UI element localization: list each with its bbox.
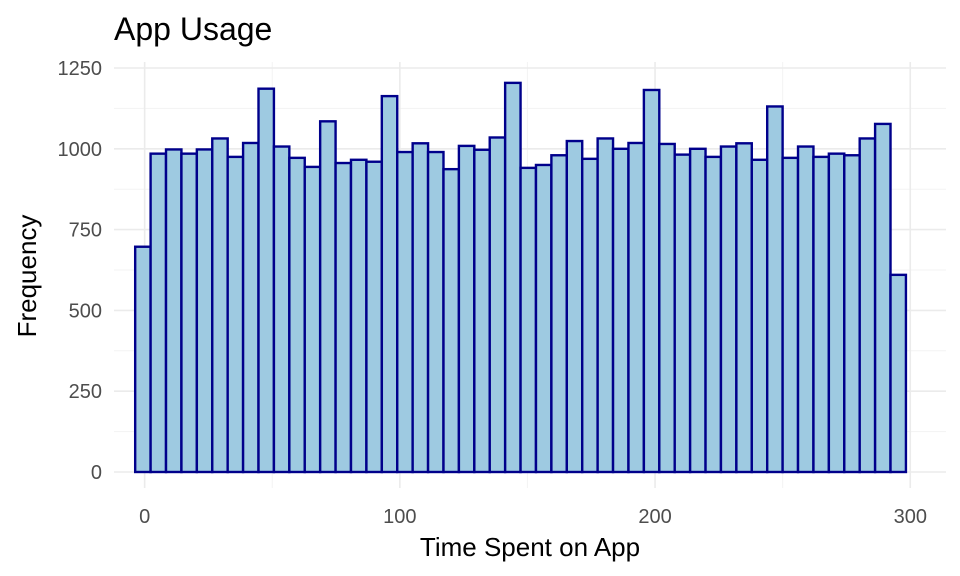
histogram-bar [426,150,445,474]
histogram-bar [827,152,846,474]
histogram-bar [365,160,384,474]
histogram-bar [658,142,676,474]
y-tick-label: 500 [69,300,102,322]
histogram-bar [442,167,461,474]
histogram-bar [257,87,276,474]
x-tick-label: 100 [383,506,416,528]
histogram-bar [411,142,430,474]
histogram-bar [288,156,306,474]
histogram-bar [843,154,861,474]
y-tick-label: 1000 [58,139,103,161]
histogram-bar [812,155,831,474]
histogram-bar [334,161,353,474]
histogram-bar [272,145,291,474]
x-axis-title: Time Spent on App [420,532,640,562]
histogram-bar [519,166,538,474]
histogram-bar [796,145,815,474]
histogram-bar [149,152,168,474]
chart-title: App Usage [114,11,272,47]
histogram-bar [565,139,584,474]
histogram-bar [719,145,738,474]
y-axis-title: Frequency [12,215,42,338]
x-tick-label: 200 [638,506,671,528]
histogram-bar [164,148,183,474]
y-tick-label: 0 [91,462,102,484]
histogram-bar [627,141,646,474]
histogram-bar [226,155,245,474]
histogram-bar [642,88,661,474]
tick-labels: 0 100 200 300 0 250 500 750 1000 1250 [58,58,927,528]
histogram-bar [765,105,784,474]
histogram-bar [596,137,615,474]
histogram-bar [688,147,707,474]
histogram-bar [781,156,800,474]
histogram-bar [550,154,569,474]
y-tick-label: 250 [69,381,102,403]
histogram-bar [180,152,199,474]
histogram-bar [349,158,368,474]
histogram-bar [858,137,877,474]
y-tick-label: 1250 [58,58,103,80]
histogram-bar [673,153,692,474]
histogram-bar [396,150,414,474]
histogram-bar [750,158,769,474]
histogram-bar [873,122,892,474]
histogram-bar [303,165,322,474]
histogram-bar [704,155,723,474]
histogram-bar [473,148,491,474]
histogram-bar [195,148,214,474]
bars [133,81,908,474]
histogram-bar [889,273,908,474]
y-tick-label: 750 [69,220,102,242]
histogram-bar [735,142,753,474]
histogram-bar [581,157,599,474]
histogram-bar [503,81,522,474]
histogram-bar [211,137,229,474]
histogram-bar [534,163,553,474]
histogram-bar [133,245,152,474]
x-tick-label: 0 [139,506,150,528]
histogram-bar [457,144,476,474]
histogram-bar [611,147,630,474]
histogram-bar [318,120,337,474]
histogram-bar [380,94,399,474]
histogram-bar [241,141,260,474]
histogram-bar [488,136,507,474]
x-tick-label: 300 [894,506,927,528]
